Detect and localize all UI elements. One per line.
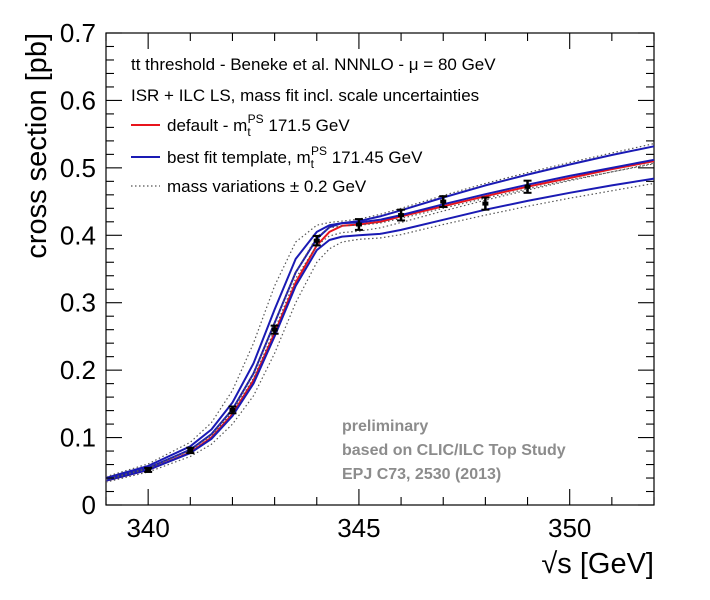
data-point <box>228 405 237 415</box>
tick-labels: 340 345 350 0 0.1 0.2 0.3 0.4 0.5 0.6 0.7 <box>60 18 592 543</box>
data-point <box>439 195 448 208</box>
plot-frame <box>105 32 655 506</box>
series-line-5 <box>105 163 655 481</box>
series-line-4 <box>105 143 655 478</box>
annotation-line-2: based on CLIC/ILC Top Study <box>342 442 566 459</box>
curves <box>105 143 655 483</box>
legend-entry: mass variations ± 0.2 GeV <box>131 177 367 196</box>
series-line-2 <box>105 145 655 479</box>
series-line-3 <box>105 177 655 482</box>
legend-entry: default - mtPS 171.5 GeV <box>131 112 350 139</box>
data-point <box>523 179 532 194</box>
data-points <box>144 179 532 473</box>
x-tick-label: 350 <box>548 513 591 543</box>
y-tick-label: 0.4 <box>60 220 96 250</box>
y-tick-label: 0 <box>82 490 96 520</box>
legend-entries: default - mtPS 171.5 GeV best fit templat… <box>131 112 423 196</box>
legend-header-1: tt threshold - Beneke et al. NNNLO - μ =… <box>131 55 496 74</box>
legend-label: mass variations ± 0.2 GeV <box>167 177 367 196</box>
legend: tt threshold - Beneke et al. NNNLO - μ =… <box>131 55 496 196</box>
y-tick-label: 0.2 <box>60 355 96 385</box>
x-tick-label: 345 <box>337 513 380 543</box>
annotation-line-1: preliminary <box>342 418 428 435</box>
data-point <box>354 218 363 231</box>
data-point <box>312 234 321 247</box>
y-axis-title: cross section [pb] <box>21 33 53 259</box>
data-point <box>397 208 406 222</box>
legend-entry: best fit template, mtPS 171.45 GeV <box>131 144 423 171</box>
legend-label: default - mtPS 171.5 GeV <box>167 112 350 139</box>
axis-ticks <box>105 32 655 506</box>
annotation: preliminary based on CLIC/ILC Top Study … <box>342 418 566 483</box>
y-tick-label: 0.3 <box>60 288 96 318</box>
y-tick-label: 0.6 <box>60 85 96 115</box>
series-line-6 <box>105 162 655 480</box>
x-tick-label: 340 <box>126 513 169 543</box>
data-point <box>481 196 490 211</box>
x-axis-title: √s [GeV] <box>541 548 654 580</box>
legend-label: best fit template, mtPS 171.45 GeV <box>167 144 423 171</box>
annotation-line-3: EPJ C73, 2530 (2013) <box>342 466 501 483</box>
data-point <box>270 324 279 335</box>
data-point <box>186 446 195 455</box>
y-tick-label: 0.1 <box>60 423 96 453</box>
data-point <box>144 466 153 473</box>
y-tick-label: 0.7 <box>60 18 96 48</box>
legend-header-2: ISR + ILC LS, mass fit incl. scale uncer… <box>131 86 479 105</box>
y-tick-label: 0.5 <box>60 153 96 183</box>
series-line-7 <box>105 182 655 483</box>
